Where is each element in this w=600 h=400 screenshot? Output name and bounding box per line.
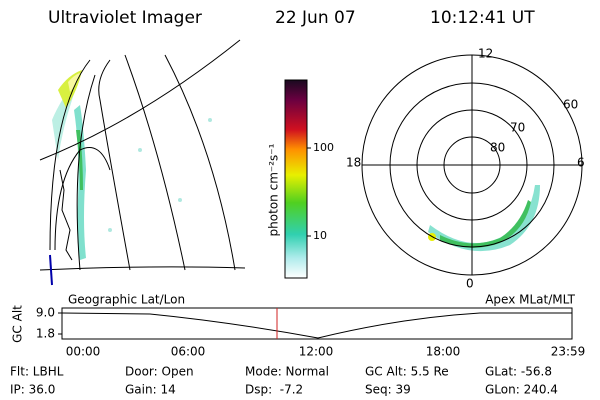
status-field: Flt: LBHL bbox=[10, 365, 64, 379]
status-field: GLon: 240.4 bbox=[485, 383, 558, 397]
altitude-xtick: 00:00 bbox=[66, 345, 101, 359]
caption: Apex MLat/MLT bbox=[485, 293, 575, 307]
mlt-label: 6 bbox=[577, 156, 585, 170]
status-field: Seq: 39 bbox=[365, 383, 411, 397]
status-field: Mode: Normal bbox=[245, 365, 329, 379]
colorbar-tick-label: 100 bbox=[313, 141, 334, 154]
lat-label: 70 bbox=[510, 121, 525, 135]
altitude-xtick: 23:59 bbox=[551, 345, 586, 359]
caption: Geographic Lat/Lon bbox=[68, 293, 185, 307]
geographic-map bbox=[39, 39, 246, 286]
colorbar-label: photon cm⁻²s⁻¹ bbox=[267, 143, 281, 236]
mlt-label: 18 bbox=[346, 156, 361, 170]
mlt-label: 12 bbox=[478, 47, 493, 61]
colorbar-tick-label: 10 bbox=[313, 229, 327, 242]
colorbar bbox=[284, 79, 308, 279]
status-field: Door: Open bbox=[125, 365, 194, 379]
status-field: GC Alt: 5.5 Re bbox=[365, 365, 449, 379]
lat-label: 60 bbox=[563, 98, 578, 112]
status-field: Dsp: -7.2 bbox=[245, 383, 303, 397]
lat-label: 80 bbox=[490, 141, 505, 155]
altitude-ytick: 1.8 bbox=[36, 327, 55, 341]
status-field: Gain: 14 bbox=[125, 383, 176, 397]
altitude-plot bbox=[58, 307, 573, 340]
time: 10:12:41 UT bbox=[430, 8, 535, 28]
altitude-xtick: 12:00 bbox=[299, 345, 334, 359]
altitude-xtick: 18:00 bbox=[426, 345, 461, 359]
status-field: GLat: -56.8 bbox=[485, 365, 552, 379]
polar-plot bbox=[361, 54, 583, 276]
date: 22 Jun 07 bbox=[275, 8, 356, 28]
status-field: IP: 36.0 bbox=[10, 383, 55, 397]
altitude-ytick: 9.0 bbox=[36, 306, 55, 320]
mlt-label: 0 bbox=[466, 277, 474, 291]
altitude-xtick: 06:00 bbox=[171, 345, 206, 359]
instrument-title: Ultraviolet Imager bbox=[48, 8, 202, 28]
altitude-ylabel: GC Alt bbox=[11, 305, 25, 343]
